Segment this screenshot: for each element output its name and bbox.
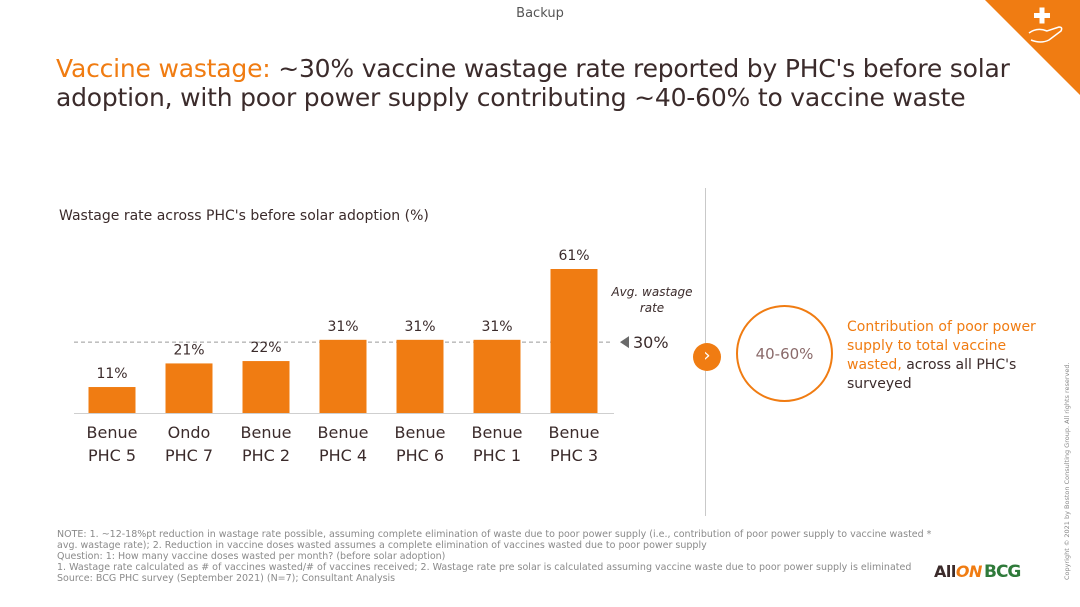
contribution-text-orange: Contribution of poor power supply to tot…: [847, 319, 1036, 373]
health-hand-icon: [985, 0, 1080, 95]
reference-marker-icon: [620, 336, 629, 349]
footnote-line: 1. Wastage rate calculated as # of vacci…: [57, 562, 912, 573]
bar: [319, 339, 367, 413]
category-label: Benue: [318, 423, 369, 442]
category-label: PHC 1: [473, 446, 521, 465]
reference-annotation: rate: [640, 301, 664, 315]
footnote-line: Question: 1: How many vaccine doses wast…: [57, 551, 446, 562]
data-label: 22%: [250, 340, 281, 356]
category-label: Benue: [395, 423, 446, 442]
range-value: 40-60%: [755, 344, 814, 363]
category-label: Benue: [87, 423, 138, 442]
range-circle: 40-60%: [736, 305, 833, 402]
allon-logo: AllON: [934, 562, 982, 581]
copyright-text: Copyright © 2021 by Boston Consulting Gr…: [1063, 362, 1071, 580]
data-label: 31%: [404, 319, 435, 335]
bar: [242, 361, 290, 413]
category-label: PHC 7: [165, 446, 213, 465]
bar-chart: 11% Benue PHC 5 21% Ondo PHC 7 22% Benue PHC 2 31…: [74, 248, 693, 465]
title-accent: Vaccine wastage:: [56, 54, 271, 83]
bar: [88, 387, 136, 413]
page-title: Vaccine wastage: ~30% vaccine wastage ra…: [56, 54, 1016, 112]
title-rest: ~30% vaccine wastage rate reported by PH…: [56, 54, 1010, 112]
category-label: PHC 3: [550, 446, 598, 465]
category-label: Ondo: [168, 423, 211, 442]
reference-annotation: Avg. wastage: [610, 285, 692, 299]
category-label: PHC 6: [396, 446, 444, 465]
bar: [165, 363, 213, 413]
chart-title: Wastage rate across PHC's before solar a…: [59, 208, 429, 224]
category-label: PHC 5: [88, 446, 136, 465]
footnote-line: avg. wastage rate); 2. Reduction in vacc…: [57, 540, 707, 551]
contribution-callout: Contribution of poor power supply to tot…: [847, 318, 1047, 394]
data-label: 31%: [481, 319, 512, 335]
data-label: 11%: [96, 366, 127, 382]
reference-value-label: 30%: [633, 333, 669, 352]
bar: [550, 269, 598, 413]
data-label: 61%: [558, 248, 589, 264]
category-label: Benue: [472, 423, 523, 442]
footnote-line: Source: BCG PHC survey (September 2021) …: [57, 573, 396, 584]
bar: [473, 339, 521, 413]
category-label: Benue: [549, 423, 600, 442]
data-label: 31%: [327, 319, 358, 335]
category-label: Benue: [241, 423, 292, 442]
arrow-right-icon: ›: [693, 343, 721, 371]
category-label: PHC 4: [319, 446, 367, 465]
footnotes: NOTE: 1. ~12-18%pt reduction in wastage …: [57, 529, 957, 584]
backup-label: Backup: [516, 6, 564, 21]
bcg-logo: BCG: [984, 562, 1021, 582]
footnote-line: NOTE: 1. ~12-18%pt reduction in wastage …: [57, 529, 932, 540]
contribution-text-dark: across all PHC's surveyed: [847, 357, 1017, 392]
category-label: PHC 2: [242, 446, 290, 465]
bar: [396, 339, 444, 413]
data-label: 21%: [173, 342, 204, 358]
